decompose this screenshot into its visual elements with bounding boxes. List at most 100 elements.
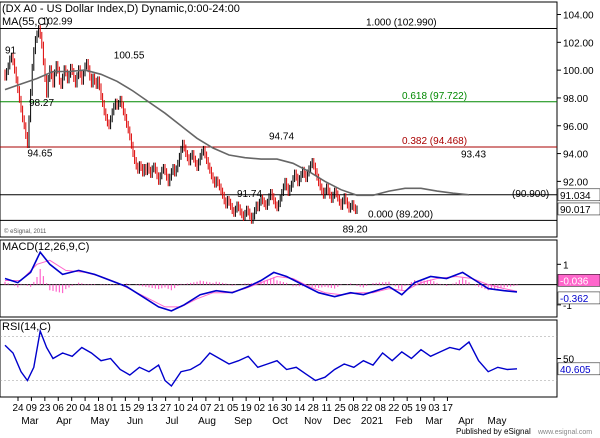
x-month-label: Nov xyxy=(304,416,322,427)
x-day-label: 19 xyxy=(415,403,427,414)
x-day-label: 18 xyxy=(93,403,105,414)
x-month-label: Aug xyxy=(198,416,216,427)
price-annotation: 94.74 xyxy=(269,131,294,142)
price-annotation: 89.20 xyxy=(343,224,368,235)
x-day-label: 14 xyxy=(294,403,306,414)
rsi-tag: 40.605 xyxy=(560,365,591,376)
x-day-label: 20 xyxy=(66,403,78,414)
macd-panel: 1 -1 -0.036 -0.362 xyxy=(0,239,600,318)
x-day-label: 01 xyxy=(106,403,118,414)
x-month-label: Feb xyxy=(395,416,413,427)
x-month-label: Sep xyxy=(234,416,252,427)
x-month-label: Oct xyxy=(272,416,288,427)
x-day-label: 29 xyxy=(133,403,145,414)
x-month-label: 2021 xyxy=(361,416,384,427)
price-y-tick-label: 100.00 xyxy=(563,66,594,77)
price-y-tick-label: 92.00 xyxy=(563,177,588,188)
x-day-label: 24 xyxy=(12,403,24,414)
x-day-label: 19 xyxy=(241,403,253,414)
x-month-label: May xyxy=(488,416,507,427)
price-annotation: 100.55 xyxy=(114,50,145,61)
fib-level-label: 0.382 (94.468) xyxy=(402,136,467,147)
x-month-label: Apr xyxy=(56,416,72,427)
x-day-label: 03 xyxy=(428,403,440,414)
fib-level-label: 1.000 (102.990) xyxy=(366,18,437,29)
footer-watermark: www.esignal.com xyxy=(537,429,592,436)
x-day-label: 05 xyxy=(227,403,239,414)
macd-y-tick-label: -1 xyxy=(563,301,572,312)
price-annotation: 91 xyxy=(5,46,17,57)
macd-tag-box xyxy=(557,274,600,287)
macd-frame xyxy=(0,239,558,318)
projection-label: (90.900) xyxy=(512,189,549,200)
x-day-label: 04 xyxy=(80,403,92,414)
x-day-label: 30 xyxy=(281,403,293,414)
price-annotation: 93.43 xyxy=(461,149,486,160)
x-month-label: Mar xyxy=(21,416,39,427)
footer-published-by: Published by eSignal xyxy=(456,427,531,436)
price-annotation: 102.99 xyxy=(42,17,73,28)
x-month-label: Jul xyxy=(166,416,179,427)
x-day-label: 16 xyxy=(267,403,279,414)
x-day-label: 08 xyxy=(375,403,387,414)
price-tag-box xyxy=(557,188,600,202)
price-y-tick-label: 102.00 xyxy=(563,38,594,49)
macd-tag-box xyxy=(557,291,600,305)
x-day-label: 25 xyxy=(335,403,347,414)
x-month-label: Jun xyxy=(127,416,143,427)
time-axis: 24 09 23 06 20 04 18 01 15 29 13 27 10 24 07 21 05 19 02 16… xyxy=(12,397,506,427)
macd-panel-title: MACD(12,26,9,C) xyxy=(2,241,89,253)
x-month-label: Dec xyxy=(333,416,351,427)
x-day-label: 11 xyxy=(321,403,332,414)
x-day-label: 05 xyxy=(402,403,414,414)
x-day-label: 08 xyxy=(348,403,360,414)
price-tag: 91.034 xyxy=(560,191,591,202)
fib-level-label: 0.000 (89.200) xyxy=(368,209,433,220)
x-month-label: Apr xyxy=(458,416,474,427)
price-y-tick-label: 94.00 xyxy=(563,150,588,161)
macd-tag: -0.036 xyxy=(560,276,589,287)
rsi-frame xyxy=(0,319,558,398)
x-day-label: 22 xyxy=(361,403,373,414)
x-day-label: 10 xyxy=(173,403,185,414)
price-tag-box xyxy=(557,202,600,216)
x-day-label: 09 xyxy=(26,403,38,414)
x-month-label: May xyxy=(91,416,110,427)
x-day-label: 15 xyxy=(120,403,132,414)
x-day-label: 02 xyxy=(254,403,266,414)
fib-level-label: 0.618 (97.722) xyxy=(402,91,467,102)
macd-tag: -0.362 xyxy=(560,294,589,305)
esignal-credit: © eSignal, 2011 xyxy=(4,228,47,235)
x-day-label: 13 xyxy=(147,403,159,414)
ma-indicator-label: MA(55,C) xyxy=(2,16,49,28)
price-y-tick-label: 98.00 xyxy=(563,94,588,105)
x-day-label: 06 xyxy=(53,403,65,414)
rsi-panel-title: RSI(14,C) xyxy=(2,321,51,333)
price-panel-title: (DX A0 - US Dollar Index,D) Dynamic,0:00… xyxy=(2,3,240,15)
x-day-label: 28 xyxy=(308,403,320,414)
price-annotation: 98.27 xyxy=(29,98,54,109)
rsi-line xyxy=(4,328,518,388)
x-day-label: 27 xyxy=(160,403,172,414)
price-tag: 90.017 xyxy=(560,205,591,216)
price-annotation: 94.65 xyxy=(27,149,52,160)
x-day-label: 21 xyxy=(214,403,226,414)
x-day-label: 22 xyxy=(388,403,400,414)
rsi-tag-box xyxy=(557,362,600,376)
x-day-label: 24 xyxy=(187,403,199,414)
macd-y-tick-label: 1 xyxy=(563,260,569,271)
x-day-label: 07 xyxy=(200,403,212,414)
price-y-tick-label: 96.00 xyxy=(563,122,588,133)
price-annotation: 91.74 xyxy=(237,189,262,200)
x-month-label: Mar xyxy=(425,416,443,427)
ma55-line xyxy=(4,69,470,197)
price-frame xyxy=(0,1,558,238)
x-day-label: 17 xyxy=(442,403,454,414)
x-day-label: 23 xyxy=(39,403,51,414)
price-y-tick-label: 104.00 xyxy=(563,11,594,22)
rsi-y-tick-label: 50 xyxy=(563,355,575,366)
macd-line xyxy=(4,250,518,312)
price-panel: 104.00 102.00 100.00 98.00 96.00 94.00 92.00 1.… xyxy=(0,1,600,238)
